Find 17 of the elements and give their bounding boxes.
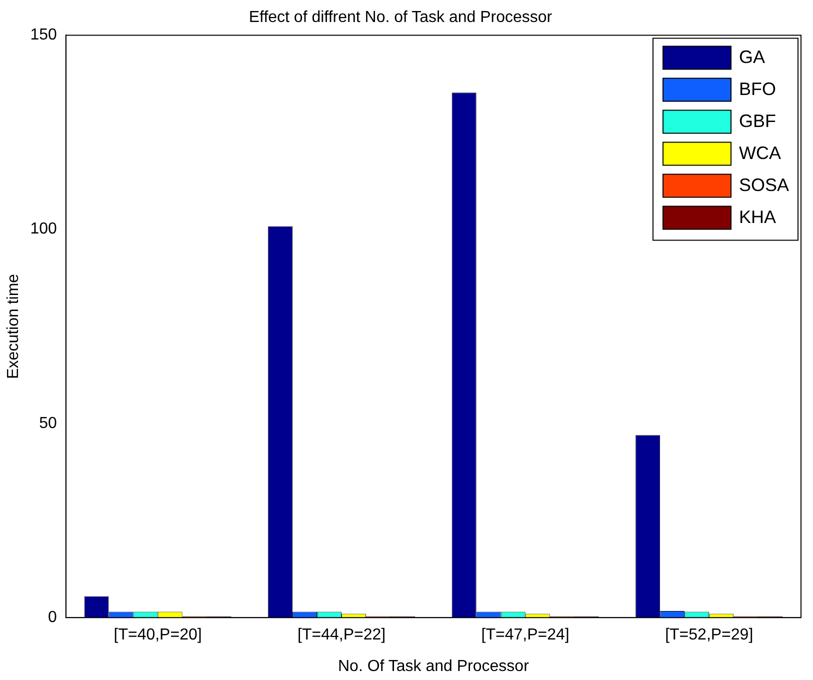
x-tick-label: [T=44,P=22] <box>298 626 386 644</box>
y-tick-label: 0 <box>48 609 57 626</box>
y-axis-title: Execution time <box>5 274 22 379</box>
y-tick-label: 50 <box>39 414 57 432</box>
legend-label: KHA <box>739 207 776 228</box>
legend-label: GA <box>739 47 766 68</box>
x-tick-label: [T=40,P=20] <box>114 626 202 644</box>
legend-label: GBF <box>739 111 776 132</box>
x-tick-label: [T=47,P=24] <box>481 626 570 644</box>
legend-label: WCA <box>739 143 781 164</box>
legend-label: BFO <box>739 79 776 100</box>
chart-title: Effect of diffrent No. of Task and Processor <box>248 9 553 26</box>
legend-label: SOSA <box>739 175 790 196</box>
x-tick-label: [T=52,P=29] <box>665 626 754 644</box>
x-axis-title: No. Of Task and Processor <box>338 658 530 675</box>
y-tick-label: 150 <box>30 26 57 44</box>
y-tick-label: 100 <box>30 220 57 238</box>
